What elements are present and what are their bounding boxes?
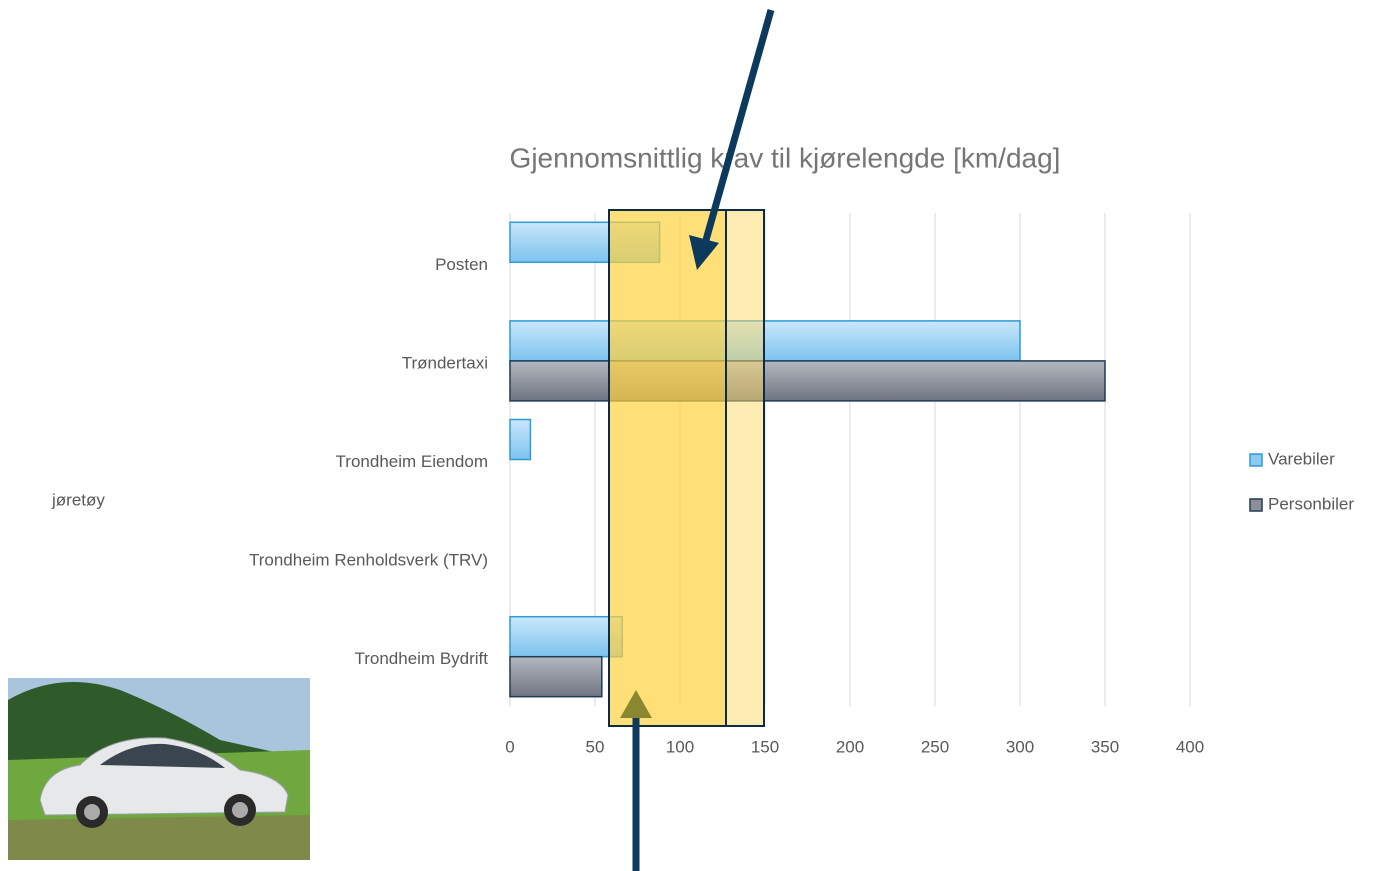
highlight-extension <box>725 209 765 727</box>
x-tick-label: 200 <box>836 737 864 756</box>
legend-swatch <box>1249 453 1263 467</box>
x-tick-label: 250 <box>921 737 949 756</box>
x-tick-label: 300 <box>1006 737 1034 756</box>
arrow-down <box>702 9 775 241</box>
car-photo <box>8 678 310 860</box>
y-tick-label: Trondheim Bydrift <box>354 649 488 668</box>
x-tick-label: 100 <box>666 737 694 756</box>
cut-off-text: jøretøy <box>51 490 105 509</box>
bar <box>509 418 532 461</box>
bar <box>509 360 1106 402</box>
legend-label: Varebiler <box>1268 449 1335 468</box>
y-tick-label: Trondheim Eiendom <box>336 452 488 471</box>
arrow-head <box>620 690 652 718</box>
y-tick-label: Posten <box>435 255 488 274</box>
highlight-range <box>608 209 727 727</box>
x-tick-label: 400 <box>1176 737 1204 756</box>
y-tick-label: Trondheim Renholdsverk (TRV) <box>249 551 488 570</box>
legend-swatch <box>1249 498 1263 512</box>
x-tick-label: 50 <box>586 737 605 756</box>
bar <box>509 655 603 698</box>
x-tick-label: 0 <box>505 737 514 756</box>
y-tick-label: Trøndertaxi <box>402 353 488 372</box>
legend-label: Personbiler <box>1268 494 1354 513</box>
arrow-head <box>689 235 719 270</box>
x-tick-label: 350 <box>1091 737 1119 756</box>
x-tick-label: 150 <box>751 737 779 756</box>
chart-title: Gjennomsnittlig krav til kjørelengde [km… <box>510 142 1061 173</box>
bars <box>509 221 1106 698</box>
bar <box>509 615 623 658</box>
